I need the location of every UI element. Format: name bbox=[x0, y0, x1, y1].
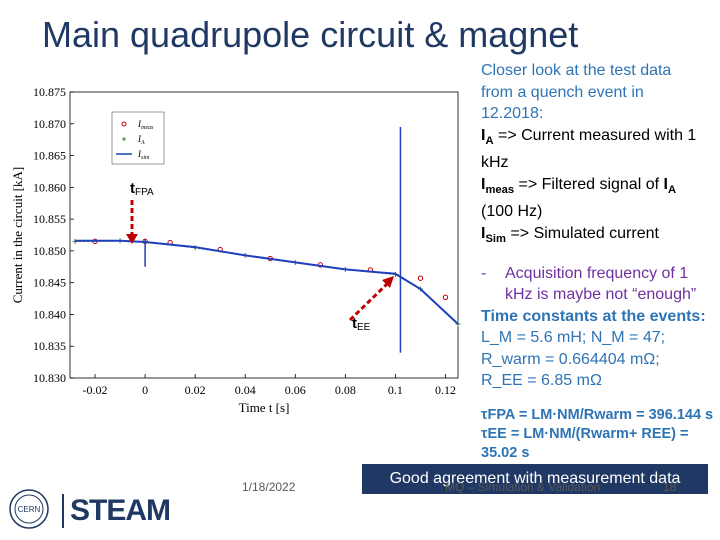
ia-definition: IA => Current measured with 1 bbox=[481, 126, 697, 147]
y-tick-label: 10.865 bbox=[33, 149, 66, 163]
legend-marker bbox=[121, 121, 127, 127]
logo-separator bbox=[62, 494, 64, 528]
tau-ee-formula: τEE = LM·NM/(Rwarm+ REE) = 35.02 s bbox=[481, 426, 689, 461]
bullet-item: - Acquisition frequency of 1 kHz is mayb… bbox=[481, 263, 717, 306]
y-tick-label: 10.860 bbox=[33, 180, 66, 194]
cern-logo: CERN bbox=[9, 489, 49, 529]
formula-block: τFPA = LM·NM/Rwarm = 396.144 s τEE = LM·… bbox=[481, 406, 720, 463]
tc-line-2: R_warm = 0.664404 mΩ; bbox=[481, 350, 660, 368]
bullet-dash: - bbox=[481, 264, 487, 282]
imeas-definition-cont: (100 Hz) bbox=[481, 203, 543, 221]
x-tick-label: 0.12 bbox=[435, 383, 456, 397]
y-tick-label: 10.850 bbox=[33, 244, 66, 258]
time-constants-heading: Time constants at the events: bbox=[481, 307, 706, 325]
slide-title: Main quadrupole circuit & magnet bbox=[42, 14, 579, 55]
intro-line-2: from a quench event in bbox=[481, 83, 644, 101]
series-point-I_meas bbox=[417, 275, 424, 281]
tc-line-3: R_EE = 6.85 mΩ bbox=[481, 372, 602, 390]
bullet-line-1: Acquisition frequency of 1 bbox=[505, 264, 689, 282]
y-tick-label: 10.875 bbox=[33, 85, 66, 99]
chart: 10.875 10.870 10.865 10.860 10.855 10.850 10.8… bbox=[10, 85, 461, 415]
y-tick-label: 10.855 bbox=[33, 212, 66, 226]
tau-fpa-formula: τFPA = LM·NM/Rwarm = 396.144 s bbox=[481, 407, 714, 423]
x-axis-label: Time t [s] bbox=[239, 400, 290, 415]
x-tick-label: 0 bbox=[142, 383, 148, 397]
x-tick-label: -0.02 bbox=[83, 383, 108, 397]
ia-definition-cont: kHz bbox=[481, 154, 509, 172]
footer-page-number: 18 bbox=[663, 480, 677, 494]
agreement-banner: Good agreement with measurement data bbox=[362, 464, 708, 494]
y-tick-label: 10.835 bbox=[33, 339, 66, 353]
arrow-tfpa-head bbox=[126, 234, 138, 244]
svg-text:CERN: CERN bbox=[18, 505, 41, 514]
intro-line-1: Closer look at the test data bbox=[481, 62, 672, 79]
notes-panel: Closer look at the test data from a quen… bbox=[481, 60, 717, 392]
footer-title: MQ – Simulation & Validation bbox=[445, 480, 601, 494]
annotation-tee: tEE bbox=[352, 315, 371, 333]
x-tick-label: 0.06 bbox=[285, 383, 306, 397]
x-tick-label: 0.1 bbox=[388, 383, 403, 397]
imeas-definition: Imeas => Filtered signal of IA bbox=[481, 175, 677, 196]
steam-logo: STEAM bbox=[70, 494, 171, 527]
plot-frame bbox=[69, 91, 459, 379]
tc-line-1: L_M = 5.6 mH; N_M = 47; bbox=[481, 329, 666, 347]
series-point-I_A bbox=[455, 321, 461, 327]
x-tick-label: 0.08 bbox=[335, 383, 356, 397]
y-tick-label: 10.830 bbox=[33, 371, 66, 385]
bullet-line-2: kHz is maybe not “enough” bbox=[505, 286, 697, 304]
y-axis-label: Current in the circuit [kA] bbox=[10, 167, 25, 303]
arrow-tee-head bbox=[382, 276, 394, 288]
x-tick-label: 0.02 bbox=[185, 383, 206, 397]
legend-box bbox=[111, 111, 165, 165]
series-point-I_meas bbox=[442, 294, 449, 300]
legend-label: IA bbox=[137, 134, 145, 146]
y-tick-label: 10.845 bbox=[33, 276, 66, 290]
y-tick-label: 10.870 bbox=[33, 117, 66, 131]
arrow-tee bbox=[348, 281, 390, 322]
legend-marker bbox=[122, 137, 126, 141]
y-tick-label: 10.840 bbox=[33, 307, 66, 321]
x-tick-label: 0.04 bbox=[235, 383, 256, 397]
annotation-tfpa: tFPA bbox=[130, 180, 154, 198]
isim-definition: ISim => Simulated current bbox=[481, 224, 659, 246]
intro-line-3: 12.2018: bbox=[481, 105, 544, 122]
footer-date: 1/18/2022 bbox=[242, 480, 296, 494]
